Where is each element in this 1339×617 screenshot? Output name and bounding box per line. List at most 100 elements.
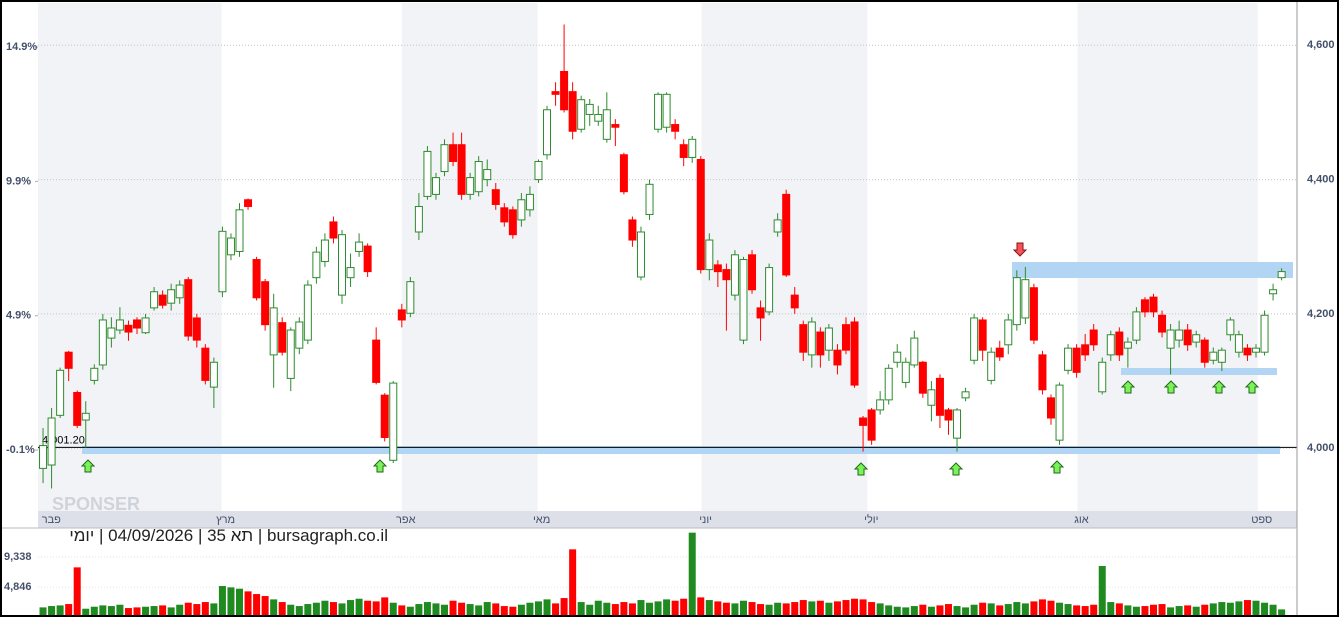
candle-body bbox=[773, 219, 782, 233]
x-tick-label: יולי bbox=[864, 513, 878, 526]
candle-body bbox=[841, 324, 850, 351]
candle-body bbox=[423, 150, 432, 197]
candle-body bbox=[525, 193, 534, 211]
volume-bar bbox=[628, 603, 636, 617]
volume-bar bbox=[577, 602, 585, 617]
volume-bar bbox=[347, 600, 355, 617]
volume-bar bbox=[868, 602, 876, 617]
volume-bar bbox=[1269, 604, 1277, 617]
candle-body bbox=[1072, 347, 1081, 373]
volume-bar bbox=[1141, 606, 1149, 617]
candle-body bbox=[124, 324, 133, 333]
buy-arrow bbox=[1049, 460, 1065, 474]
candle-body bbox=[995, 347, 1004, 358]
candle-body bbox=[1081, 344, 1090, 356]
volume-bar bbox=[466, 604, 474, 617]
volume-bar bbox=[1252, 600, 1260, 617]
candle-body bbox=[1200, 339, 1209, 363]
volume-bar bbox=[808, 601, 816, 617]
volume-bar bbox=[1235, 601, 1243, 617]
month-band bbox=[38, 3, 222, 511]
candle-body bbox=[543, 109, 552, 156]
candle-body bbox=[175, 284, 184, 299]
candle-body bbox=[987, 351, 996, 381]
candle-body bbox=[235, 209, 244, 252]
candle-body bbox=[876, 399, 885, 411]
candle-body bbox=[1217, 349, 1226, 363]
volume-bar bbox=[970, 604, 978, 617]
candle-body bbox=[628, 219, 637, 241]
candle-body bbox=[1064, 347, 1073, 371]
volume-bar bbox=[500, 606, 508, 617]
volume-bar bbox=[1047, 600, 1055, 617]
candle-body bbox=[1098, 361, 1107, 393]
candle-body bbox=[184, 279, 193, 337]
volume-bar bbox=[851, 598, 859, 617]
volume-bar bbox=[1013, 602, 1021, 617]
buy-arrow bbox=[372, 459, 388, 473]
volume-bar bbox=[1038, 599, 1046, 617]
candle-body bbox=[1277, 271, 1286, 279]
volume-bar bbox=[389, 602, 397, 617]
volume-bar bbox=[210, 603, 218, 617]
volume-bar bbox=[159, 605, 167, 617]
candle-body bbox=[636, 231, 645, 278]
candle-body bbox=[466, 177, 475, 195]
volume-bar bbox=[637, 600, 645, 617]
candle-body bbox=[244, 199, 253, 207]
candle-body bbox=[98, 319, 107, 366]
volume-bar bbox=[799, 600, 807, 617]
volume-bar bbox=[329, 602, 337, 617]
volume-bar bbox=[1132, 606, 1140, 617]
candle-body bbox=[1183, 329, 1192, 346]
volume-bar bbox=[731, 603, 739, 617]
candle-body bbox=[722, 269, 731, 281]
candle-body bbox=[611, 124, 620, 128]
candle-body bbox=[824, 327, 833, 351]
candle-body bbox=[1251, 347, 1260, 353]
candle-body bbox=[944, 409, 953, 421]
candle-body bbox=[346, 267, 355, 279]
volume-bar bbox=[176, 604, 184, 617]
candle-body bbox=[483, 169, 492, 181]
y2-tick-label: 9.9% bbox=[6, 175, 31, 187]
volume-bar bbox=[765, 604, 773, 617]
volume-bar bbox=[261, 596, 269, 617]
candle-body bbox=[671, 124, 680, 132]
x-tick-label: אפר bbox=[396, 514, 416, 526]
volume-bar bbox=[1149, 604, 1157, 617]
candle-body bbox=[1132, 311, 1141, 341]
volume-bar bbox=[714, 601, 722, 617]
candle-body bbox=[414, 205, 423, 233]
volume-bar bbox=[876, 603, 884, 617]
volume-bar bbox=[1115, 603, 1123, 617]
x-tick-label: ספט bbox=[1251, 514, 1272, 526]
candle-body bbox=[1038, 354, 1047, 391]
volume-bar bbox=[979, 602, 987, 617]
candle-body bbox=[816, 331, 825, 356]
volume-bar bbox=[48, 606, 56, 617]
volume-bar bbox=[1158, 604, 1166, 617]
volume-bar bbox=[534, 601, 542, 617]
volume-bar bbox=[620, 602, 628, 617]
volume-bar bbox=[654, 601, 662, 617]
volume-bar bbox=[859, 599, 867, 617]
volume-bar bbox=[825, 602, 833, 617]
candle-body bbox=[833, 349, 842, 366]
x-tick-label: מרץ bbox=[216, 514, 235, 526]
candle-body bbox=[141, 317, 150, 334]
candle-body bbox=[474, 160, 483, 193]
volume-bar bbox=[492, 603, 500, 617]
candle-body bbox=[192, 317, 201, 341]
candle-body bbox=[1158, 314, 1167, 333]
volume-tick-label: 4,846 bbox=[4, 581, 32, 593]
candle-body bbox=[1260, 314, 1269, 353]
volume-bar bbox=[1073, 605, 1081, 617]
candle-body bbox=[713, 264, 722, 273]
candle-body bbox=[1021, 279, 1030, 319]
volume-bar bbox=[680, 598, 688, 617]
candle-body bbox=[1106, 334, 1115, 356]
candle-body bbox=[312, 251, 321, 279]
y-tick-label: 4,000 bbox=[1307, 442, 1335, 454]
volume-bar bbox=[321, 600, 329, 617]
